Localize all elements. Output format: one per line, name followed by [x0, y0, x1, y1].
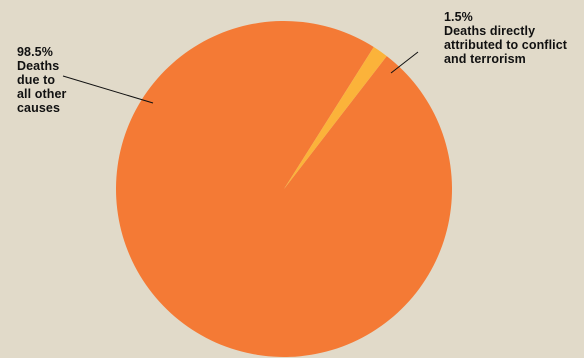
- pie-slice-conflict-terrorism: [284, 46, 387, 189]
- annotation-conflict-terrorism: 1.5% Deaths directly attributed to confl…: [444, 10, 567, 66]
- annotation-other-causes: 98.5% Deaths due to all other causes: [17, 45, 67, 115]
- annotation-value: 1.5%: [444, 10, 473, 24]
- annotation-label-line: and terrorism: [444, 52, 526, 66]
- annotation-label-line: Deaths directly: [444, 24, 536, 38]
- annotation-label-line: all other: [17, 87, 67, 101]
- leader-line-conflict: [390, 51, 419, 74]
- annotation-label-line: causes: [17, 101, 60, 115]
- pie-slices: [115, 20, 452, 357]
- annotation-value: 98.5%: [17, 45, 53, 59]
- leader-line-other-causes: [62, 75, 154, 104]
- annotation-label-line: attributed to conflict: [444, 38, 568, 52]
- annotation-label-line: Deaths: [17, 59, 60, 73]
- annotation-label-line: due to: [17, 73, 56, 87]
